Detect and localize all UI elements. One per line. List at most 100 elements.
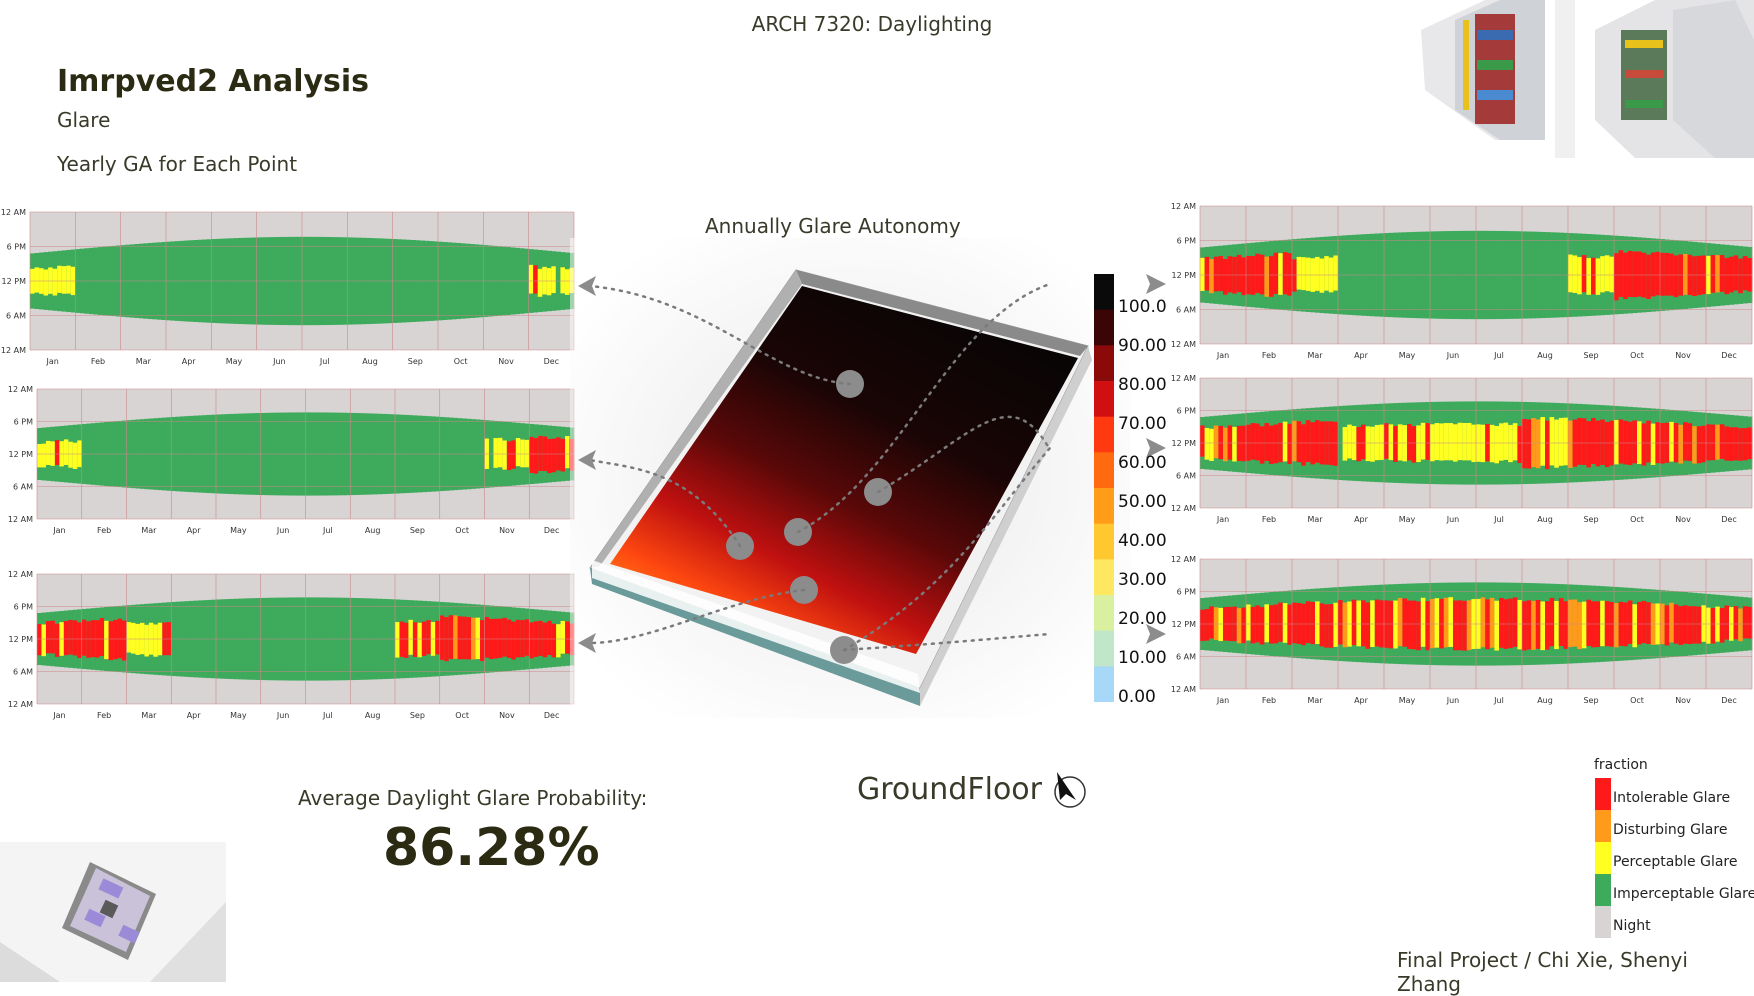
month-label: May — [226, 357, 243, 366]
glare-cell — [1466, 600, 1472, 651]
glare-cell — [1545, 601, 1550, 650]
glare-cell — [1604, 601, 1610, 647]
glare-cell — [1715, 255, 1721, 293]
glare-cell — [547, 620, 553, 655]
glare-cell — [1724, 426, 1730, 461]
month-label: Sep — [408, 357, 423, 366]
y-tick-label: 12 AM — [8, 570, 33, 579]
glare-cell — [52, 268, 58, 296]
scale-swatch — [1094, 523, 1114, 560]
glare-cell — [1333, 602, 1339, 647]
glare-cell — [66, 265, 72, 294]
legend-swatch — [1595, 810, 1611, 842]
color-scale: 100.0 90.00 80.00 70.00 60.00 50.00 40.00 30.00… — [1094, 274, 1167, 702]
month-label: Feb — [97, 711, 111, 720]
month-label: Jun — [1446, 351, 1460, 360]
glare-cell — [435, 620, 441, 655]
glare-cell — [1356, 600, 1362, 647]
glare-cell — [1554, 600, 1560, 650]
glare-cell — [113, 619, 118, 660]
glare-cell — [542, 266, 548, 295]
glare-cell — [1701, 605, 1707, 642]
glare-cell — [1696, 426, 1702, 464]
glare-cell — [1581, 601, 1587, 649]
glare-cell — [524, 439, 530, 468]
glare-cell — [1361, 424, 1366, 460]
month-label: Oct — [1630, 515, 1644, 524]
glare-cell — [166, 622, 172, 656]
glare-cell — [1650, 423, 1656, 466]
month-label: May — [230, 711, 247, 720]
glare-cell — [1393, 426, 1399, 462]
glare-cell — [1393, 600, 1399, 649]
glare-cell — [148, 622, 154, 655]
glare-cell — [560, 438, 566, 472]
glare-cell — [1209, 259, 1215, 294]
glare-cell — [1213, 607, 1219, 640]
glare-cell — [1637, 251, 1642, 297]
glare-cell — [63, 439, 69, 465]
glare-cell — [1384, 423, 1389, 459]
glare-cell — [1292, 420, 1297, 462]
glare-cell — [153, 624, 159, 657]
glare-cell — [1738, 258, 1744, 294]
glare-cell — [1742, 428, 1748, 461]
glare-cell — [1200, 257, 1205, 291]
glare-cell — [1581, 418, 1587, 465]
glare-cell — [551, 623, 557, 658]
month-label: Jan — [45, 357, 58, 366]
glare-cell — [1512, 423, 1518, 461]
glare-cell — [426, 620, 432, 655]
month-label: Jun — [1446, 696, 1460, 705]
glare-cell — [1287, 604, 1293, 645]
glare-cell — [1581, 255, 1587, 293]
glare-cell — [551, 438, 557, 473]
month-label: Jul — [322, 711, 333, 720]
glare-cell — [1411, 426, 1417, 463]
course-title: ARCH 7320: Daylighting — [751, 12, 993, 36]
glare-heatmap: 12 AM 6 PM 12 PM 6 AM 12 AM Jan Feb Mar Apr May Ju… — [8, 570, 575, 720]
month-label: Aug — [362, 357, 378, 366]
glare-cell — [50, 620, 56, 654]
glare-cell — [1683, 422, 1688, 461]
glare-cell — [1218, 607, 1224, 642]
month-label: Nov — [1675, 515, 1691, 524]
glare-cell — [1292, 602, 1297, 644]
scale-swatch — [1094, 274, 1114, 311]
glare-cell — [1402, 598, 1408, 647]
glare-cell — [1361, 600, 1366, 647]
glare-cell — [1696, 606, 1702, 644]
month-label: May — [1399, 515, 1416, 524]
y-tick-label: 6 PM — [1177, 237, 1196, 246]
glare-cell — [41, 443, 47, 468]
glare-cell — [533, 265, 539, 294]
month-label: Nov — [499, 711, 515, 720]
y-tick-label: 12 PM — [9, 450, 34, 459]
glare-cell — [1747, 606, 1753, 639]
y-tick-label: 12 PM — [1172, 271, 1197, 280]
glare-cell — [1227, 425, 1233, 460]
glare-cell — [43, 269, 49, 296]
glare-heatmap: 12 AM 6 PM 12 PM 6 AM 12 AM Jan Feb Mar Apr May Ju… — [1, 208, 575, 366]
glare-cell — [1485, 599, 1491, 650]
month-label: Mar — [1307, 515, 1323, 524]
glare-cell — [1738, 608, 1744, 642]
legend-swatch — [1595, 842, 1611, 874]
glare-cell — [1434, 598, 1440, 648]
glare-cell — [1646, 420, 1652, 463]
glare-cell — [1655, 251, 1661, 296]
scale-swatch — [1094, 559, 1114, 596]
glare-cell — [135, 623, 141, 655]
glare-cell — [1466, 422, 1472, 461]
glare-cell — [1742, 606, 1748, 639]
month-label: Aug — [1537, 696, 1553, 705]
glare-cell — [1586, 421, 1592, 468]
glare-cell — [1278, 253, 1284, 295]
glare-cell — [1227, 256, 1233, 293]
y-tick-label: 12 AM — [1171, 504, 1196, 513]
glare-cell — [502, 617, 508, 657]
y-tick-label: 6 PM — [1177, 588, 1196, 597]
glare-cell — [1278, 422, 1284, 463]
legend-item: Intolerable Glare — [1595, 778, 1753, 810]
glare-cell — [1457, 422, 1463, 461]
